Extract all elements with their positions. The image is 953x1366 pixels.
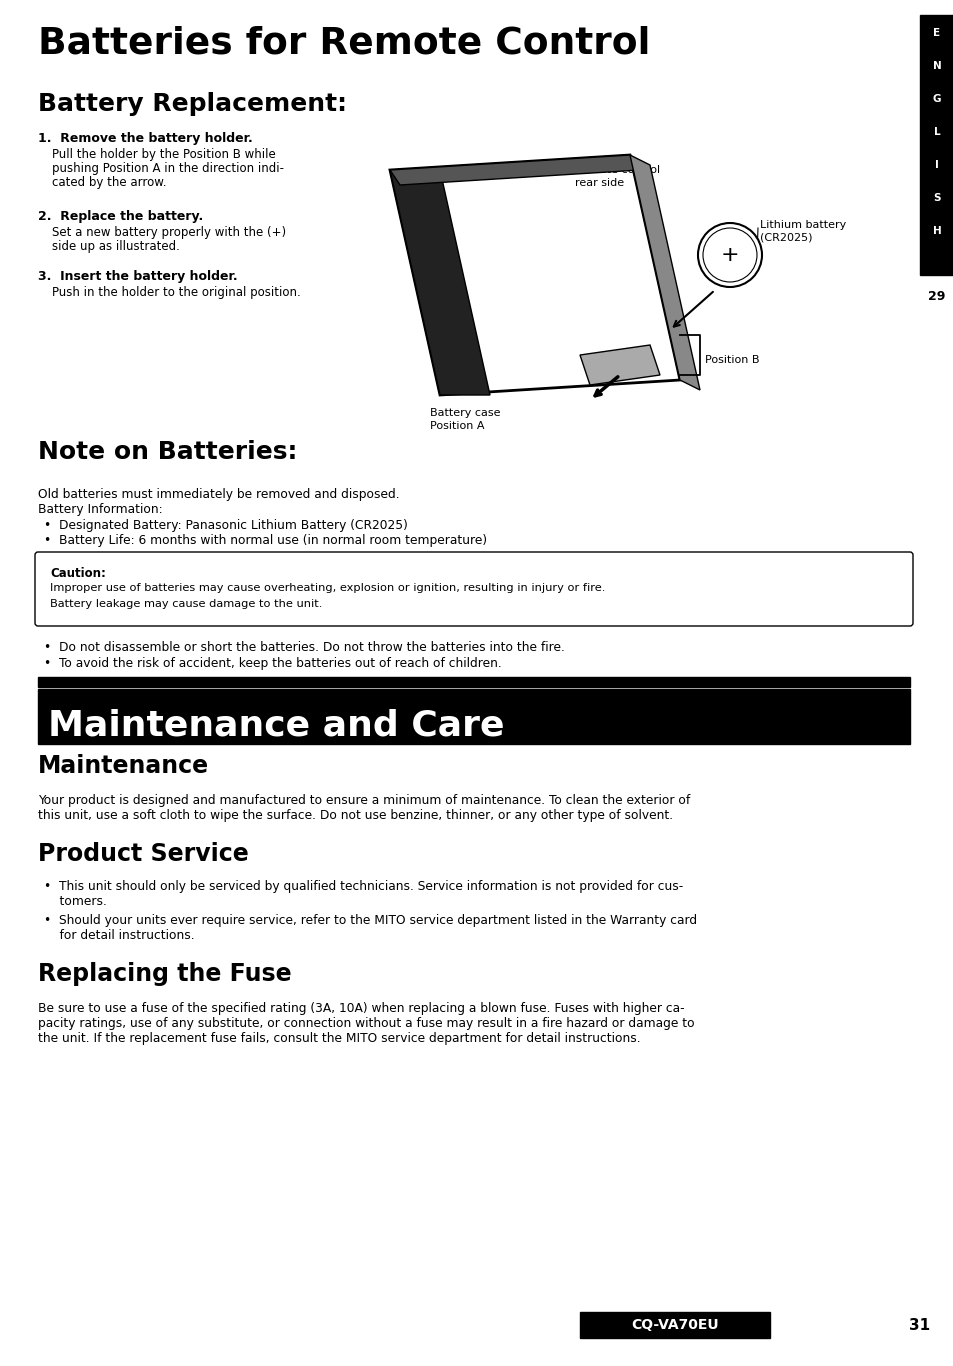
Text: Position B: Position B	[704, 355, 759, 365]
Text: G: G	[932, 94, 941, 104]
FancyBboxPatch shape	[35, 552, 912, 626]
Text: Push in the holder to the original position.: Push in the holder to the original posit…	[52, 285, 300, 299]
Text: Improper use of batteries may cause overheating, explosion or ignition, resultin: Improper use of batteries may cause over…	[50, 583, 605, 593]
Bar	[919, 15, 953, 275]
Text: this unit, use a soft cloth to wipe the surface. Do not use benzine, thinner, or: this unit, use a soft cloth to wipe the …	[38, 809, 673, 822]
Text: 31: 31	[908, 1317, 929, 1332]
Polygon shape	[579, 346, 659, 385]
Text: the unit. If the replacement fuse fails, consult the MITO service department for: the unit. If the replacement fuse fails,…	[38, 1031, 640, 1045]
Text: (CR2025): (CR2025)	[760, 234, 812, 243]
Text: S: S	[932, 193, 940, 204]
Text: Replacing the Fuse: Replacing the Fuse	[38, 962, 292, 986]
Text: 29: 29	[927, 291, 944, 303]
Text: pushing Position A in the direction indi-: pushing Position A in the direction indi…	[52, 163, 284, 175]
Text: Battery Information:: Battery Information:	[38, 503, 162, 516]
Text: •  Do not disassemble or short the batteries. Do not throw the batteries into th: • Do not disassemble or short the batter…	[44, 641, 564, 654]
Bar	[579, 1311, 769, 1339]
Bar	[38, 688, 909, 744]
Text: Position A: Position A	[430, 421, 484, 432]
Polygon shape	[629, 154, 700, 391]
Text: Maintenance and Care: Maintenance and Care	[48, 709, 504, 743]
Text: Caution:: Caution:	[50, 567, 106, 581]
Text: N: N	[932, 61, 941, 71]
Text: Be sure to use a fuse of the specified rating (3A, 10A) when replacing a blown f: Be sure to use a fuse of the specified r…	[38, 1003, 684, 1015]
Text: CQ-VA70EU: CQ-VA70EU	[631, 1318, 718, 1332]
Text: Battery case: Battery case	[430, 408, 500, 418]
Text: Battery leakage may cause damage to the unit.: Battery leakage may cause damage to the …	[50, 600, 322, 609]
Circle shape	[698, 223, 761, 287]
Text: •  This unit should only be serviced by qualified technicians. Service informati: • This unit should only be serviced by q…	[44, 880, 682, 893]
Circle shape	[702, 228, 757, 281]
Text: •  Should your units ever require service, refer to the MITO service department : • Should your units ever require service…	[44, 914, 697, 928]
Text: +: +	[720, 245, 739, 265]
Text: L: L	[933, 127, 940, 137]
Text: E: E	[932, 27, 940, 38]
Text: •  To avoid the risk of accident, keep the batteries out of reach of children.: • To avoid the risk of accident, keep th…	[44, 657, 501, 669]
Text: 1.  Remove the battery holder.: 1. Remove the battery holder.	[38, 133, 253, 145]
Text: Maintenance: Maintenance	[38, 754, 209, 779]
Text: for detail instructions.: for detail instructions.	[44, 929, 194, 943]
Text: Batteries for Remote Control: Batteries for Remote Control	[38, 25, 650, 61]
Polygon shape	[390, 154, 639, 184]
Text: Pull the holder by the Position B while: Pull the holder by the Position B while	[52, 148, 275, 161]
Text: Old batteries must immediately be removed and disposed.: Old batteries must immediately be remove…	[38, 488, 399, 501]
Text: cated by the arrow.: cated by the arrow.	[52, 176, 167, 189]
Text: Remote control: Remote control	[575, 165, 659, 175]
Text: side up as illustrated.: side up as illustrated.	[52, 240, 180, 253]
Text: Product Service: Product Service	[38, 841, 249, 866]
Text: H: H	[932, 225, 941, 236]
Text: Your product is designed and manufactured to ensure a minimum of maintenance. To: Your product is designed and manufacture…	[38, 794, 690, 807]
Text: •  Battery Life: 6 months with normal use (in normal room temperature): • Battery Life: 6 months with normal use…	[44, 534, 487, 546]
Text: Note on Batteries:: Note on Batteries:	[38, 440, 297, 464]
Text: •  Designated Battery: Panasonic Lithium Battery (CR2025): • Designated Battery: Panasonic Lithium …	[44, 519, 408, 531]
Bar	[38, 678, 909, 687]
Text: 2.  Replace the battery.: 2. Replace the battery.	[38, 210, 203, 223]
Text: rear side: rear side	[575, 178, 623, 189]
Text: tomers.: tomers.	[44, 895, 107, 908]
Polygon shape	[390, 169, 490, 395]
Text: pacity ratings, use of any substitute, or connection without a fuse may result i: pacity ratings, use of any substitute, o…	[38, 1018, 694, 1030]
Text: 3.  Insert the battery holder.: 3. Insert the battery holder.	[38, 270, 237, 283]
Text: Battery Replacement:: Battery Replacement:	[38, 92, 347, 116]
Text: Set a new battery properly with the (+): Set a new battery properly with the (+)	[52, 225, 286, 239]
Polygon shape	[390, 154, 679, 395]
Text: Lithium battery: Lithium battery	[760, 220, 845, 229]
Text: I: I	[934, 160, 938, 169]
